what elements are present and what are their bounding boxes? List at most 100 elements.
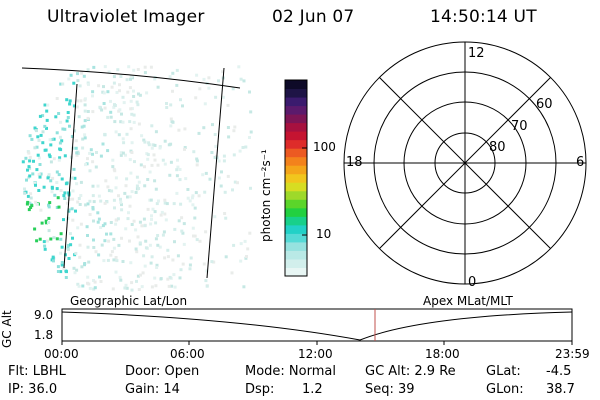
speckle	[153, 210, 157, 214]
speckle	[155, 202, 159, 206]
speckle	[239, 77, 243, 81]
speckle	[106, 115, 110, 119]
speckle	[204, 171, 208, 175]
speckle	[43, 124, 47, 128]
speckle	[57, 205, 61, 209]
speckle	[222, 154, 226, 158]
speckle	[35, 168, 39, 172]
speckle	[103, 201, 107, 205]
speckle	[221, 70, 224, 74]
speckle	[109, 110, 113, 114]
speckle	[226, 174, 230, 178]
speckle	[134, 228, 138, 232]
speckle	[161, 233, 165, 237]
speckle	[96, 211, 100, 215]
speckle	[95, 151, 98, 154]
speckle	[127, 65, 131, 69]
speckle	[26, 194, 30, 198]
info-dsp-value: 1.2	[302, 382, 323, 397]
speckle	[153, 158, 157, 162]
speckle	[56, 265, 60, 269]
speckle	[179, 202, 183, 206]
speckle	[165, 202, 169, 206]
speckle	[175, 191, 179, 195]
speckle	[238, 149, 242, 153]
speckle	[244, 145, 248, 149]
speckle	[239, 242, 243, 246]
speckle	[68, 124, 71, 128]
timeline-xtick-label-4: 23:59	[555, 347, 590, 361]
speckle	[128, 195, 132, 199]
speckle	[86, 245, 90, 249]
speckle	[139, 273, 142, 277]
speckle	[109, 115, 113, 119]
speckle	[59, 270, 63, 274]
speckle	[59, 148, 63, 152]
speckle	[153, 276, 157, 280]
speckle	[210, 260, 214, 264]
speckle	[49, 179, 53, 183]
speckle	[156, 163, 160, 167]
speckle	[71, 146, 75, 150]
timeline-frame	[61, 308, 573, 342]
speckle	[45, 118, 49, 122]
speckle	[71, 197, 75, 201]
speckle	[65, 201, 69, 205]
speckle	[23, 187, 26, 191]
speckle	[171, 71, 175, 75]
speckle	[135, 184, 139, 188]
speckle	[220, 170, 223, 174]
speckle	[56, 270, 60, 273]
speckle	[114, 130, 118, 134]
speckle	[121, 120, 125, 124]
speckle	[39, 172, 43, 176]
speckle	[77, 197, 81, 200]
speckle	[195, 157, 199, 161]
speckle	[128, 158, 132, 162]
speckle	[249, 186, 252, 190]
speckle	[109, 253, 113, 257]
speckle	[175, 168, 179, 172]
speckle	[51, 176, 55, 180]
speckle	[91, 194, 95, 198]
speckle	[130, 281, 134, 285]
speckle	[137, 288, 141, 291]
speckle	[176, 165, 180, 169]
speckle	[117, 243, 121, 247]
colorbar-cell	[285, 139, 307, 149]
speckle	[114, 222, 118, 226]
speckle	[134, 190, 138, 194]
speckle	[119, 278, 123, 282]
speckle	[129, 99, 133, 103]
speckle	[75, 182, 79, 186]
speckle	[177, 219, 181, 223]
speckle	[130, 112, 134, 116]
speckle	[119, 120, 123, 124]
speckle	[113, 169, 117, 173]
speckle	[203, 102, 207, 106]
speckle	[61, 127, 65, 131]
colorbar-cell	[285, 131, 307, 141]
speckle	[61, 82, 65, 86]
colorbar-cell	[285, 267, 307, 277]
speckle	[135, 250, 139, 254]
speckle	[130, 190, 134, 194]
speckle	[143, 65, 147, 69]
speckle	[128, 120, 132, 124]
speckle	[138, 93, 142, 97]
speckle	[160, 210, 164, 214]
speckle	[177, 128, 181, 132]
speckle	[193, 216, 197, 220]
speckle	[39, 208, 43, 212]
speckle	[86, 68, 90, 72]
speckle	[176, 254, 180, 258]
speckle	[97, 194, 101, 198]
speckle	[121, 151, 125, 155]
speckle	[35, 129, 38, 133]
speckle	[46, 103, 50, 107]
speckle	[181, 104, 184, 108]
speckle	[63, 197, 67, 200]
geo-label: Geographic Lat/Lon	[70, 294, 188, 308]
speckle	[76, 226, 80, 230]
